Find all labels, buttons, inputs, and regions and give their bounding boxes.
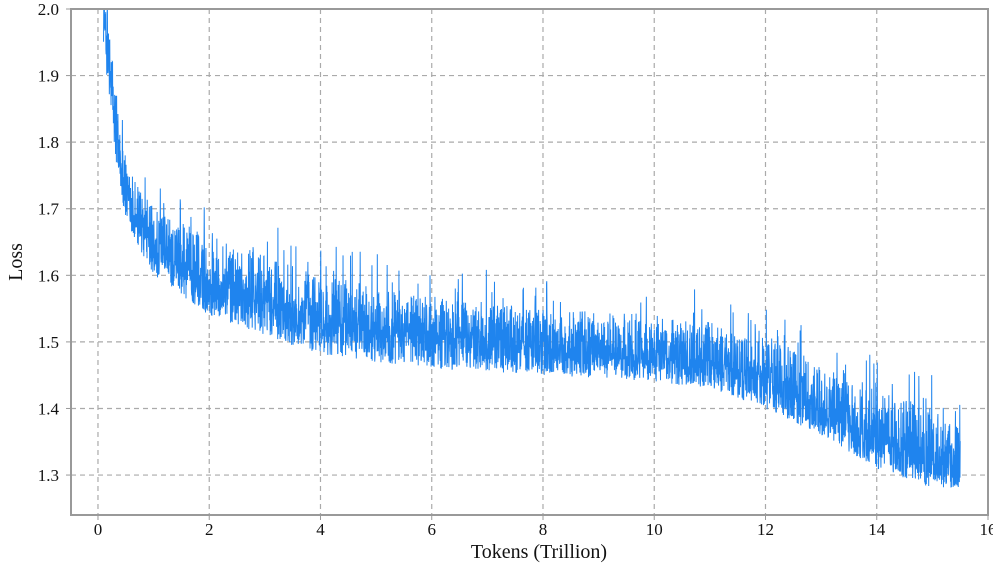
y-axis-ticks: 1.3 1.4 1.5 1.6 1.7 1.8 1.9 2.0 xyxy=(38,0,71,485)
y-tick-label: 1.4 xyxy=(38,399,60,418)
grid xyxy=(71,9,988,515)
x-tick-label: 2 xyxy=(205,520,214,539)
y-tick-label: 1.3 xyxy=(38,466,59,485)
x-tick-label: 14 xyxy=(868,520,886,539)
x-tick-label: 10 xyxy=(646,520,663,539)
y-tick-label: 1.8 xyxy=(38,133,59,152)
x-tick-label: 8 xyxy=(539,520,548,539)
x-axis-ticks: 0 2 4 6 8 10 12 14 16 xyxy=(94,515,993,539)
y-tick-label: 1.7 xyxy=(38,200,60,219)
y-axis-label: Loss xyxy=(5,243,27,281)
loss-series xyxy=(104,9,961,488)
y-tick-label: 1.9 xyxy=(38,67,59,86)
y-tick-label: 1.6 xyxy=(38,266,59,285)
y-tick-label: 1.5 xyxy=(38,333,59,352)
loss-line xyxy=(104,9,961,488)
x-axis-label: Tokens (Trillion) xyxy=(471,541,607,563)
plot-frame xyxy=(71,9,988,515)
x-tick-label: 16 xyxy=(980,520,993,539)
x-tick-label: 4 xyxy=(316,520,325,539)
x-tick-label: 0 xyxy=(94,520,103,539)
y-tick-label: 2.0 xyxy=(38,0,59,19)
x-tick-label: 6 xyxy=(427,520,436,539)
x-tick-label: 12 xyxy=(757,520,774,539)
